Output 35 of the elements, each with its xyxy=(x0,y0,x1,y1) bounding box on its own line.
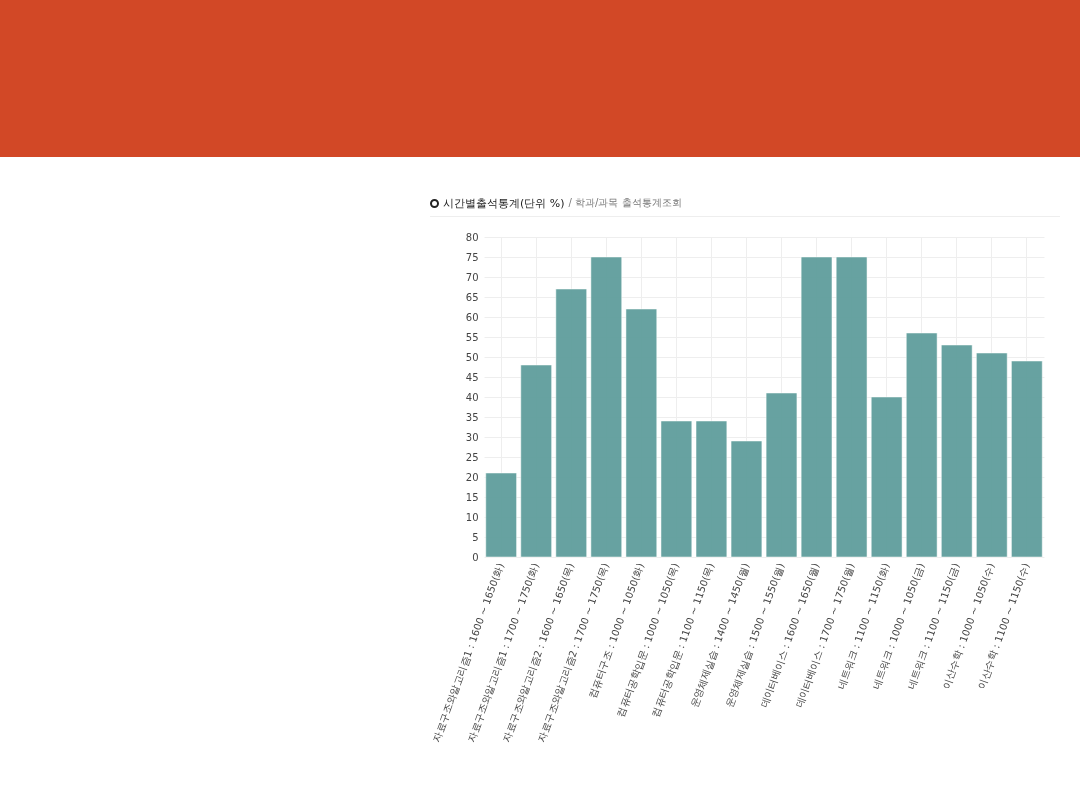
chart-title: 시간별출석통계(단위 %) xyxy=(443,195,565,211)
y-tick-label: 0 xyxy=(472,551,479,563)
y-tick-label: 60 xyxy=(465,311,479,323)
bar xyxy=(520,364,552,558)
bar xyxy=(1011,360,1043,558)
bar xyxy=(835,256,868,558)
y-tick-label: 20 xyxy=(465,471,479,483)
y-tick-label: 35 xyxy=(465,411,479,423)
y-tick-label: 15 xyxy=(465,491,479,503)
bar xyxy=(765,392,798,558)
bar xyxy=(800,256,833,558)
y-tick-label: 5 xyxy=(472,531,479,543)
bar xyxy=(590,256,622,558)
bar xyxy=(695,420,728,558)
bar xyxy=(941,344,973,558)
bar xyxy=(906,332,938,558)
y-tick-label: 45 xyxy=(465,371,479,383)
bar xyxy=(625,308,658,558)
y-tick-label: 10 xyxy=(465,511,479,523)
y-tick-label: 50 xyxy=(465,351,479,363)
y-tick-label: 55 xyxy=(465,331,479,343)
bar xyxy=(485,472,517,558)
y-tick-label: 25 xyxy=(465,451,479,463)
bar xyxy=(976,352,1008,558)
y-tick-label: 70 xyxy=(465,271,479,283)
bar xyxy=(660,420,693,558)
chart-subtitle: / 학과/과목 출석통계조회 xyxy=(568,196,682,210)
y-tick-label: 30 xyxy=(465,431,479,443)
bar xyxy=(730,440,763,558)
y-tick-label: 80 xyxy=(465,231,479,243)
bar xyxy=(870,396,903,558)
y-tick-label: 65 xyxy=(465,291,479,303)
bar xyxy=(555,288,587,558)
y-tick-label: 40 xyxy=(465,391,479,403)
y-tick-label: 75 xyxy=(465,251,479,263)
